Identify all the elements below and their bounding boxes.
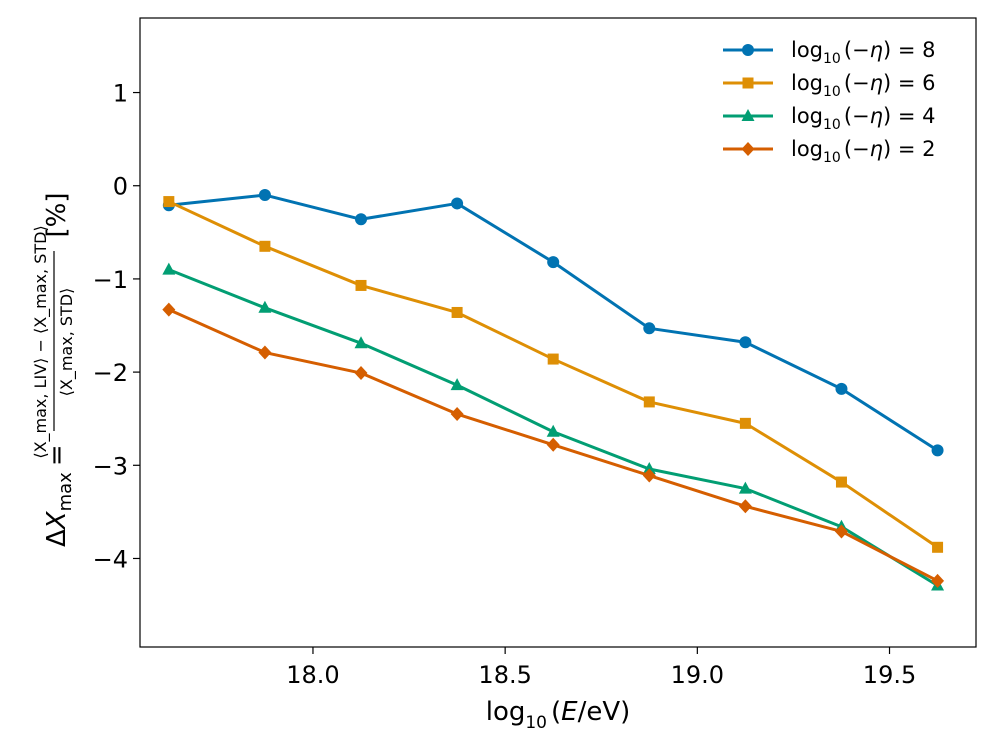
y-axis-label-denominator: ⟨X_max, STD⟩ bbox=[57, 288, 77, 397]
data-point-diamond bbox=[258, 345, 272, 360]
data-point-circle bbox=[547, 256, 560, 269]
y-tick-label: 0 bbox=[113, 173, 128, 201]
data-point-diamond bbox=[162, 302, 176, 317]
data-point-triangle bbox=[642, 462, 656, 475]
data-point-diamond bbox=[642, 468, 656, 483]
x-tick-label: 19.0 bbox=[671, 661, 724, 689]
legend: log10 (−η) = 8 log10 (−η) = 6 log10 (−η) = 4 l… bbox=[723, 38, 935, 166]
data-point-diamond bbox=[834, 524, 848, 539]
data-point-triangle bbox=[258, 300, 272, 313]
legend-marker-triangle bbox=[741, 109, 755, 121]
legend-entry: log10 (−η) = 4 bbox=[723, 104, 935, 133]
y-axis-label-unit: [%] bbox=[42, 193, 72, 238]
data-point-triangle bbox=[546, 424, 560, 437]
x-axis-label: log10 (E/eV) bbox=[486, 697, 631, 733]
legend-label: log10 (−η) = 6 bbox=[791, 71, 935, 100]
data-point-triangle bbox=[450, 378, 464, 391]
series-8 bbox=[162, 189, 944, 457]
data-point-square bbox=[163, 196, 175, 208]
legend-label: log10 (−η) = 8 bbox=[791, 38, 935, 67]
data-point-circle bbox=[835, 382, 848, 395]
legend-marker-circle bbox=[742, 44, 754, 56]
y-tick-label: 1 bbox=[113, 80, 128, 108]
legend-entry: log10 (−η) = 6 bbox=[723, 71, 935, 100]
data-point-circle bbox=[931, 444, 944, 457]
data-point-triangle bbox=[738, 481, 752, 494]
data-point-diamond bbox=[546, 437, 560, 452]
data-point-square bbox=[643, 396, 655, 408]
legend-entry: log10 (−η) = 2 bbox=[723, 137, 935, 166]
series-6 bbox=[163, 196, 944, 553]
data-point-square bbox=[355, 279, 367, 291]
legend-entry: log10 (−η) = 8 bbox=[723, 38, 935, 67]
y-tick-label: −4 bbox=[93, 545, 128, 573]
legend-marker-diamond bbox=[741, 142, 755, 156]
y-tick-label: −3 bbox=[93, 452, 128, 480]
data-point-diamond bbox=[354, 366, 368, 381]
data-point-square bbox=[932, 541, 944, 553]
legend-label: log10 (−η) = 2 bbox=[791, 137, 935, 166]
data-point-diamond bbox=[931, 573, 945, 588]
y-axis-label-lhs: ΔXmax= bbox=[42, 444, 76, 547]
data-point-square bbox=[547, 353, 559, 365]
x-tick-label: 18.5 bbox=[478, 661, 531, 689]
x-tick-label: 19.5 bbox=[863, 661, 916, 689]
series-2 bbox=[162, 302, 945, 588]
data-point-circle bbox=[451, 197, 464, 210]
legend-label: log10 (−η) = 4 bbox=[791, 104, 935, 133]
x-tick-label: 18.0 bbox=[286, 661, 339, 689]
data-point-triangle bbox=[354, 336, 368, 349]
y-axis-label-numerator: ⟨X_max, LIV⟩ − ⟨X_max, STD⟩ bbox=[31, 225, 51, 458]
data-point-diamond bbox=[450, 407, 464, 422]
data-point-circle bbox=[258, 189, 271, 202]
y-axis-label: ΔXmax= ⟨X_max, LIV⟩ − ⟨X_max, STD⟩ ⟨X_ma… bbox=[31, 193, 77, 548]
data-point-circle bbox=[355, 213, 368, 226]
plot-layer bbox=[162, 189, 945, 591]
y-tick-label: −1 bbox=[93, 266, 128, 294]
data-point-square bbox=[835, 476, 847, 488]
y-tick-label: −2 bbox=[93, 359, 128, 387]
series-4 bbox=[162, 262, 945, 591]
data-point-circle bbox=[643, 322, 656, 335]
data-point-diamond bbox=[738, 499, 752, 514]
data-point-square bbox=[451, 306, 463, 318]
data-point-square bbox=[739, 417, 751, 429]
legend-marker-square bbox=[742, 77, 754, 89]
data-point-square bbox=[259, 240, 271, 252]
data-point-circle bbox=[739, 336, 752, 349]
tick-layer: 18.0 18.5 19.0 19.5 1 0 −1 −2 −3 −4 bbox=[93, 80, 917, 689]
data-point-triangle bbox=[162, 262, 176, 275]
plot-frame bbox=[139, 17, 977, 648]
